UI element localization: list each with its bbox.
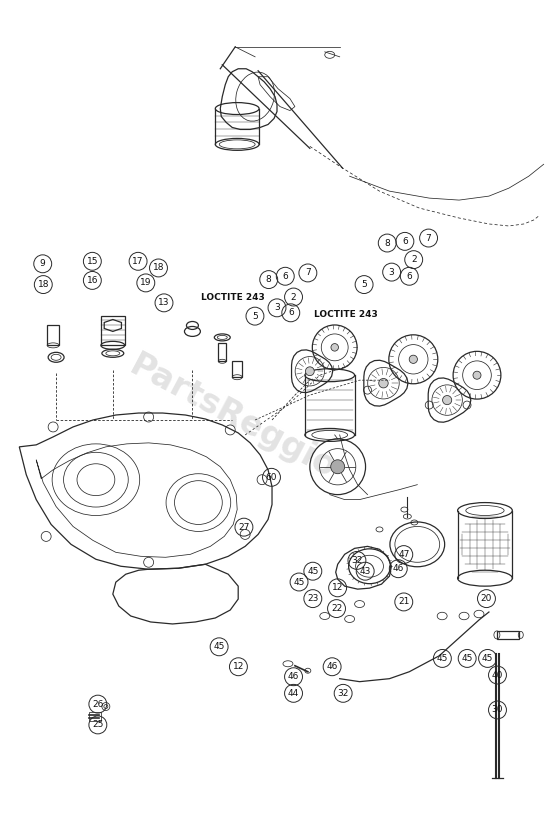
Text: 6: 6	[288, 308, 294, 317]
Text: 5: 5	[252, 311, 258, 321]
Text: 8: 8	[384, 239, 390, 247]
Circle shape	[409, 355, 417, 363]
Text: 8: 8	[266, 275, 271, 284]
Bar	[497, 631, 519, 639]
Text: 20: 20	[481, 595, 492, 603]
Text: LOCTITE 243: LOCTITE 243	[201, 293, 265, 302]
Text: 7: 7	[425, 234, 432, 242]
Text: 19: 19	[140, 278, 152, 287]
Text: 16: 16	[86, 276, 98, 285]
Circle shape	[379, 378, 388, 388]
Text: 46: 46	[326, 662, 338, 671]
Text: 5: 5	[361, 280, 367, 289]
Text: 32: 32	[351, 556, 363, 565]
Text: 9: 9	[40, 260, 45, 268]
Text: 46: 46	[393, 564, 404, 573]
Bar	[47, 326, 59, 346]
Text: 2: 2	[291, 292, 296, 301]
Text: 7: 7	[305, 268, 311, 277]
Text: 44: 44	[288, 689, 299, 698]
Text: 13: 13	[158, 298, 170, 307]
Text: 25: 25	[92, 721, 104, 730]
Text: 18: 18	[153, 264, 164, 272]
Text: 3: 3	[274, 303, 280, 312]
Text: 60: 60	[266, 473, 277, 482]
Bar	[218, 343, 226, 362]
Text: 22: 22	[331, 604, 342, 613]
Text: LOCTITE 243: LOCTITE 243	[315, 310, 378, 319]
Circle shape	[443, 396, 452, 405]
Text: 21: 21	[398, 597, 409, 606]
Circle shape	[473, 372, 481, 379]
Text: 26: 26	[92, 700, 104, 709]
Text: 3: 3	[389, 267, 394, 276]
Text: 12: 12	[332, 584, 343, 592]
Text: 30: 30	[492, 706, 503, 715]
Text: 45: 45	[213, 642, 225, 651]
Text: PartsReggio: PartsReggio	[124, 349, 342, 486]
Circle shape	[331, 343, 338, 351]
Text: 32: 32	[337, 689, 349, 698]
Text: 17: 17	[132, 257, 144, 266]
Bar	[101, 316, 125, 346]
Text: 46: 46	[288, 672, 299, 681]
Text: 15: 15	[86, 257, 98, 266]
Text: 6: 6	[402, 237, 408, 245]
Text: 12: 12	[233, 662, 244, 671]
Circle shape	[331, 460, 345, 473]
Text: 23: 23	[307, 595, 319, 603]
Text: 27: 27	[238, 523, 250, 532]
Circle shape	[305, 367, 314, 376]
Text: 40: 40	[492, 671, 503, 680]
Text: 45: 45	[437, 654, 448, 663]
Text: 45: 45	[294, 578, 305, 586]
Text: 45: 45	[482, 654, 493, 663]
Text: 6: 6	[407, 271, 412, 281]
Text: 45: 45	[461, 654, 473, 663]
Text: 18: 18	[38, 280, 49, 289]
Text: 47: 47	[398, 550, 409, 559]
Bar	[89, 711, 101, 721]
Text: 6: 6	[283, 271, 288, 281]
Text: 45: 45	[307, 567, 319, 575]
Text: 2: 2	[411, 256, 417, 264]
Text: 43: 43	[360, 567, 371, 575]
Bar	[232, 362, 242, 377]
